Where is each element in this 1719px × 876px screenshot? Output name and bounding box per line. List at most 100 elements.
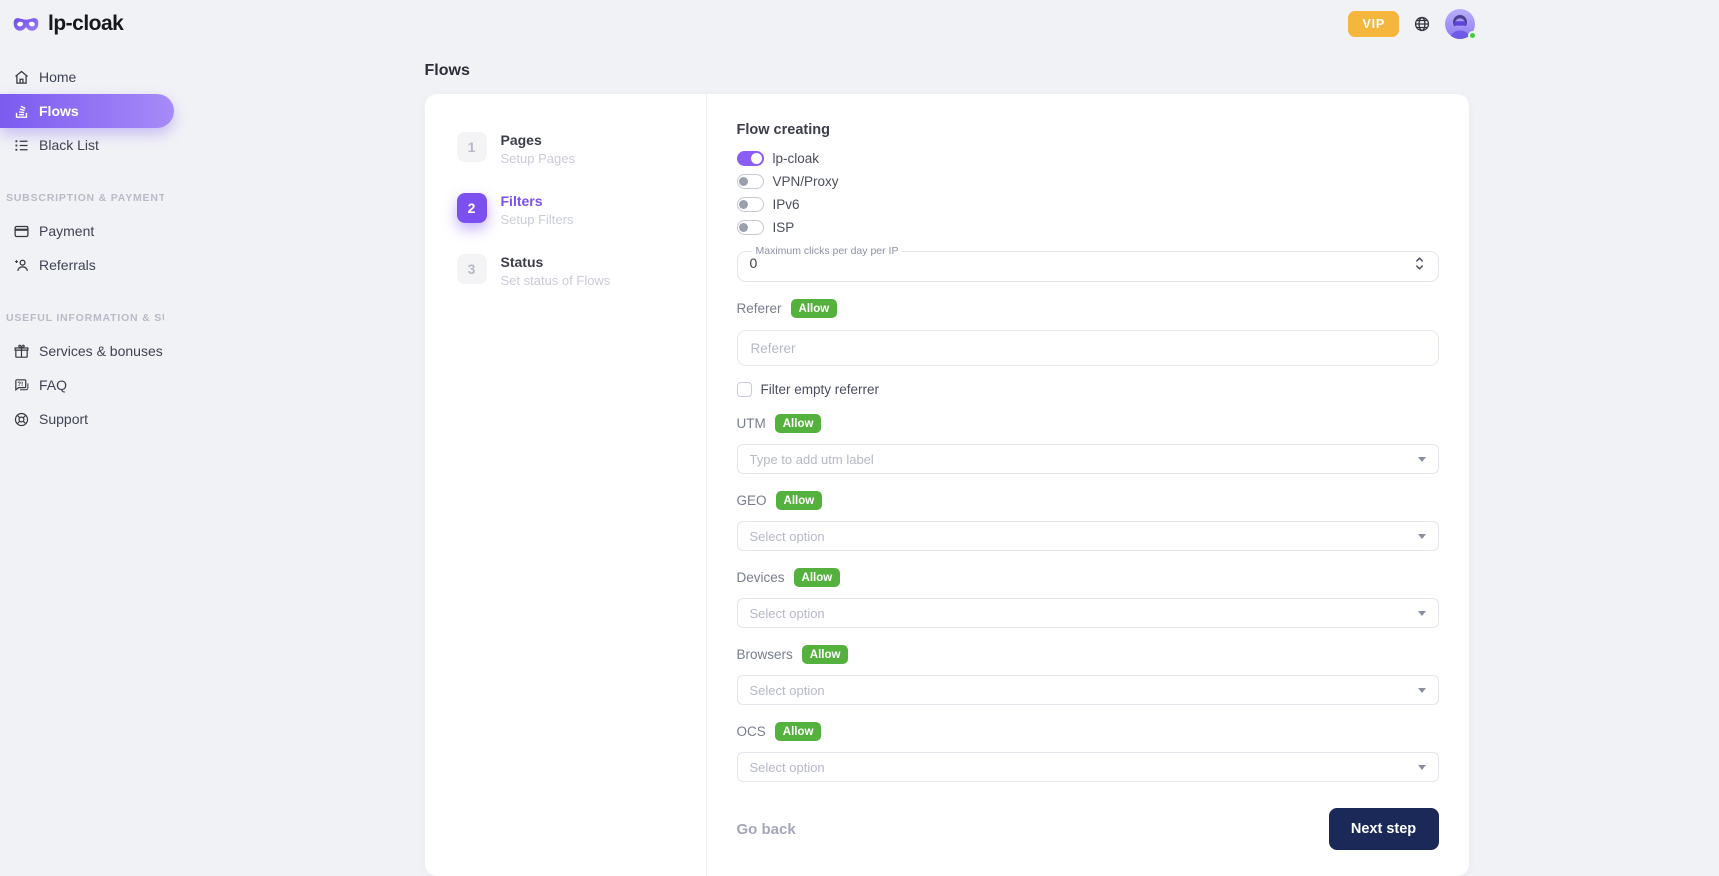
lifebuoy-icon [13,411,30,428]
sidebar-item-referrals[interactable]: Referrals [0,248,174,282]
list-icon [13,137,30,154]
sidebar-item-label: Support [39,411,89,427]
svg-text:?!: ?! [17,381,23,387]
checkbox-label: Filter empty referrer [760,382,880,397]
sidebar-item-label: Home [39,69,77,85]
filter-empty-referrer-checkbox[interactable] [736,382,752,397]
referer-input[interactable] [736,330,1439,366]
ocs-label-row: OCS Allow [737,722,1439,741]
chevron-down-icon [1417,533,1426,539]
toggle-row-isp[interactable]: ISP [736,220,1439,235]
toggle-label: IPv6 [772,197,800,212]
step-subtitle: Setup Pages [500,151,575,166]
online-status-dot [1468,31,1477,40]
sidebar-item-services-bonuses[interactable]: Services & bonuses [0,334,174,368]
user-avatar[interactable] [1445,9,1477,40]
step-status[interactable]: 3 Status Set status of Flows [456,254,682,288]
faq-bubble-icon: ?! [13,377,30,394]
home-icon [13,69,30,86]
form-title: Flow creating [736,122,830,138]
gift-icon [13,343,30,360]
step-subtitle: Setup Filters [500,212,574,227]
max-clicks-field: Maximum clicks per day per IP [736,245,1439,282]
step-pages[interactable]: 1 Pages Setup Pages [456,132,682,166]
devices-allow-badge[interactable]: Allow [793,568,841,587]
flow-creating-form: Flow creating lp-cloak VPN/Proxy IPv6 [707,94,1469,876]
step-title: Status [500,254,544,270]
devices-select[interactable]: Select option [736,598,1439,628]
ipv6-toggle[interactable] [736,197,764,212]
step-filters[interactable]: 2 Filters Setup Filters [456,193,682,227]
ocs-label: OCS [736,724,766,739]
sidebar-item-payment[interactable]: Payment [0,214,174,248]
lp-cloak-toggle[interactable] [736,151,764,166]
flow-card: 1 Pages Setup Pages 2 Filters Setup Filt… [424,94,1469,876]
step-title: Filters [500,193,543,209]
vip-button[interactable]: VIP [1348,11,1399,37]
sidebar-item-label: Services & bonuses [39,343,163,359]
geo-label: GEO [736,493,767,508]
toggle-label: VPN/Proxy [772,174,839,189]
chevron-down-icon [1417,764,1426,770]
max-clicks-label: Maximum clicks per day per IP [755,245,899,257]
chevron-down-icon [1417,610,1426,616]
toggle-label: lp-cloak [772,151,820,166]
sidebar-item-faq[interactable]: ?! FAQ [0,368,174,402]
step-title: Pages [500,132,542,148]
sidebar-item-black-list[interactable]: Black List [0,128,174,162]
brand: lp-cloak [0,12,174,36]
devices-label-row: Devices Allow [737,568,1439,587]
utm-select[interactable]: Type to add utm label [736,444,1439,474]
step-number-badge: 2 [456,193,487,223]
toggle-row-lp-cloak[interactable]: lp-cloak [736,151,1439,166]
steps-panel: 1 Pages Setup Pages 2 Filters Setup Filt… [425,94,707,876]
go-back-link[interactable]: Go back [736,820,796,838]
filter-empty-referrer-row[interactable]: Filter empty referrer [736,382,1439,397]
mask-logo-icon [12,15,40,34]
person-add-icon [13,257,30,274]
utm-label: UTM [736,416,766,431]
browsers-label: Browsers [736,647,793,662]
chevron-down-icon [1417,456,1426,462]
sidebar-item-home[interactable]: Home [0,60,174,94]
step-subtitle: Set status of Flows [500,273,611,288]
section-useful-info-support: Useful information & support [6,312,164,324]
chevron-down-icon [1417,687,1426,693]
referer-allow-badge[interactable]: Allow [790,299,838,318]
vpn-proxy-toggle[interactable] [736,174,764,189]
section-subscription-payments: Subscription & payments [6,192,164,204]
geo-select[interactable]: Select option [736,521,1439,551]
utm-allow-badge[interactable]: Allow [774,414,822,433]
browsers-select[interactable]: Select option [736,675,1439,705]
ocs-allow-badge[interactable]: Allow [774,722,822,741]
globe-icon[interactable] [1413,15,1431,33]
utm-label-row: UTM Allow [737,414,1439,433]
next-step-button[interactable]: Next step [1328,808,1439,850]
brand-name: lp-cloak [48,12,124,35]
toggle-row-ipv6[interactable]: IPv6 [736,197,1439,212]
sidebar-item-label: Black List [39,137,99,153]
sidebar-item-flows[interactable]: Flows [0,94,174,128]
sidebar-item-label: Flows [39,103,79,119]
toggle-label: ISP [772,220,795,235]
referer-label-row: Referer Allow [737,299,1439,318]
topbar: lp-cloak VIP [0,0,1719,48]
max-clicks-input[interactable] [749,255,950,271]
flows-icon [13,103,30,120]
sidebar-item-support[interactable]: Support [0,402,174,436]
geo-allow-badge[interactable]: Allow [775,491,823,510]
step-number-badge: 1 [456,132,487,162]
toggle-row-vpn-proxy[interactable]: VPN/Proxy [736,174,1439,189]
browsers-allow-badge[interactable]: Allow [801,645,849,664]
geo-label-row: GEO Allow [737,491,1439,510]
ocs-select[interactable]: Select option [736,752,1439,782]
credit-card-icon [13,223,30,240]
sidebar: Home Flows Black List Subscripti [0,48,174,436]
sidebar-item-label: FAQ [39,377,68,393]
referer-label: Referer [736,301,782,316]
number-stepper-icon[interactable] [1415,256,1426,270]
browsers-label-row: Browsers Allow [737,645,1439,664]
sidebar-item-label: Payment [39,223,95,239]
isp-toggle[interactable] [736,220,764,235]
step-number-badge: 3 [456,254,487,284]
